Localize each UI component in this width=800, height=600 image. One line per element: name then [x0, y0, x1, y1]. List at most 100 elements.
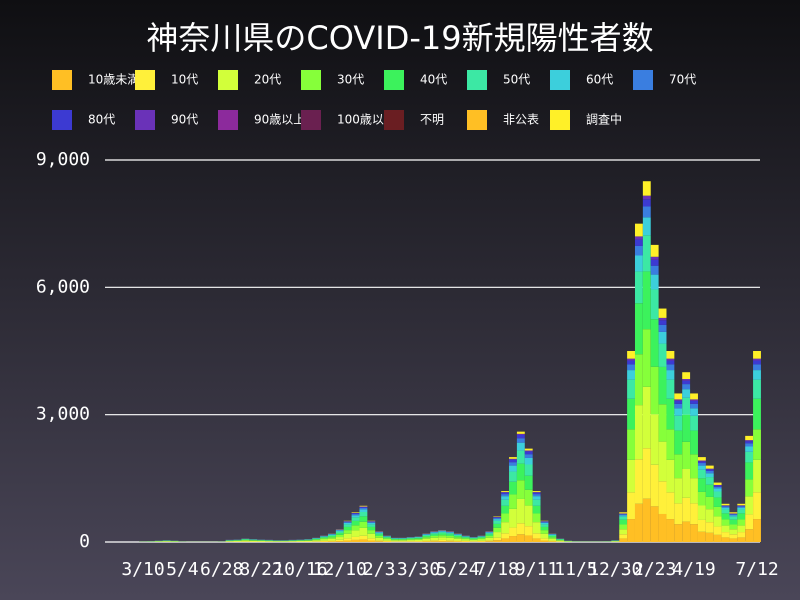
bar-segment [430, 537, 439, 541]
bar-segment [627, 360, 635, 365]
bar-segment [753, 429, 761, 460]
bar-segment [737, 519, 746, 526]
bar-segment [619, 512, 628, 514]
bar-segment [524, 464, 533, 476]
legend-label: 10歳未満 [88, 73, 139, 87]
bar-segment [524, 489, 533, 506]
x-tick-label: 12/10 [313, 559, 367, 580]
bar-segment [453, 535, 462, 538]
legend-label: 調査中 [586, 112, 622, 127]
bar-segment [650, 259, 659, 266]
bar-segment [690, 454, 698, 479]
bar-segment [674, 403, 683, 409]
bar-segment [485, 536, 494, 538]
bar-segment [682, 372, 691, 380]
bar-segment [658, 481, 667, 514]
bar-segment [414, 537, 423, 539]
bar-segment [430, 536, 439, 538]
bar-segment [532, 492, 541, 495]
bar-segment [343, 526, 352, 531]
bar-segment [634, 303, 643, 355]
bar-segment [351, 525, 360, 531]
bar-segment [690, 408, 698, 416]
bar-segment [516, 433, 525, 435]
bar-segment [540, 524, 549, 527]
bar-segment [430, 533, 439, 535]
bar-segment [619, 516, 628, 520]
bar-segment [335, 539, 344, 542]
y-tick-label: 3,000 [36, 404, 90, 425]
bar-segment [682, 380, 691, 385]
bar-segment [548, 540, 557, 542]
bar-segment [642, 386, 651, 449]
bar-segment [422, 540, 431, 542]
bar-segment [509, 508, 517, 528]
bar-segment [658, 441, 667, 482]
bar-segment [493, 540, 502, 542]
bar-segment [320, 538, 328, 540]
x-tick-label: 8/22 [239, 559, 282, 580]
bar-segment [359, 506, 368, 509]
bar-segment [619, 515, 628, 517]
bar-segment [343, 522, 352, 525]
bar-segment [509, 527, 517, 537]
x-tick-label: 5/24 [436, 559, 479, 580]
x-tick-label: 3/30 [397, 559, 440, 580]
bar-segment [721, 525, 730, 533]
bar-segment [705, 509, 714, 523]
bar-segment [737, 537, 746, 542]
bar-segment [343, 540, 352, 542]
x-tick-label: 7/18 [476, 559, 519, 580]
bar-segment [642, 181, 651, 196]
bar-segment [359, 511, 368, 517]
bar-segment [493, 516, 502, 518]
bar-segment [312, 538, 321, 540]
bar-segment [375, 540, 384, 542]
bar-segment [721, 509, 730, 514]
bar-segment [753, 360, 761, 365]
bar-segment [548, 534, 557, 536]
bar-segment [737, 532, 746, 538]
bar-segment [509, 536, 517, 542]
bar-segment [753, 492, 761, 520]
bar-segment [327, 534, 336, 535]
bar-segment [493, 537, 502, 541]
bar-segment [642, 329, 651, 387]
bar-segment [516, 534, 525, 542]
bar-segment [327, 538, 336, 541]
bar-segment [705, 477, 714, 485]
bar-segment [509, 458, 517, 460]
bar-segment [335, 534, 344, 538]
bar-segment [745, 435, 754, 441]
legend-swatch [52, 70, 72, 90]
bar-segment [477, 536, 486, 538]
bar-segment [650, 274, 659, 290]
bar-segment [406, 540, 415, 542]
bar-segment [713, 485, 722, 487]
bar-segment [658, 343, 667, 367]
bar-segment [634, 236, 643, 240]
bar-segment [406, 537, 415, 539]
legend-swatch [135, 110, 155, 130]
bar-segment [516, 434, 525, 439]
bar-segment [682, 497, 691, 522]
legend-swatch [218, 110, 238, 130]
bar-segment [721, 507, 730, 510]
bar-segment [359, 509, 368, 512]
bar-segment [682, 379, 691, 381]
bar-segment [390, 540, 399, 542]
bar-segment [398, 538, 407, 539]
bar-segment [666, 429, 675, 460]
bar-segment [367, 521, 376, 523]
bar-segment [674, 399, 683, 401]
bar-segment [461, 538, 470, 540]
bar-segment [438, 535, 447, 538]
bar-segment [453, 537, 462, 539]
bar-segment [524, 454, 533, 458]
bar-segment [658, 324, 667, 332]
bar-segment [422, 541, 431, 542]
bar-segment [501, 496, 510, 500]
bar-segment [406, 541, 415, 542]
bar-segment [249, 540, 258, 541]
